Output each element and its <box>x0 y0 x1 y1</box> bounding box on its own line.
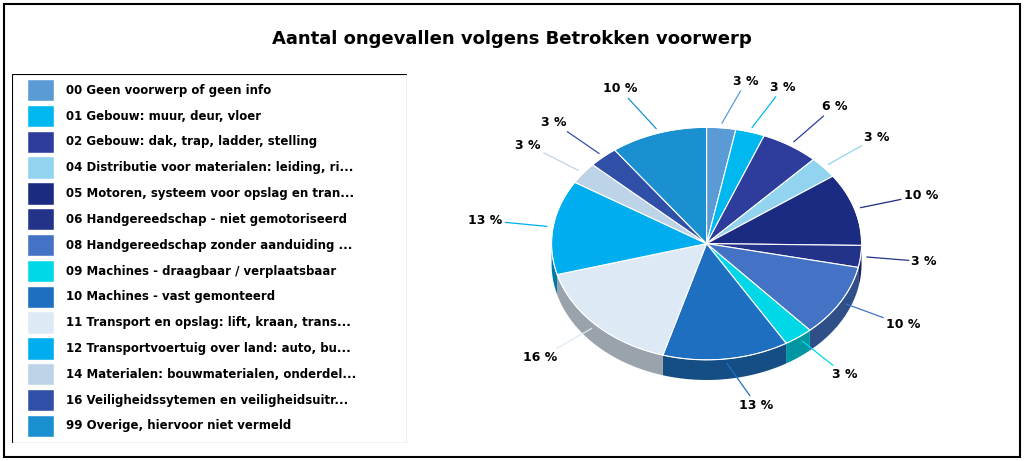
Text: 10 %: 10 % <box>602 83 656 129</box>
Bar <box>28 261 53 282</box>
Text: 99 Overige, hiervoor niet vermeld: 99 Overige, hiervoor niet vermeld <box>66 420 291 432</box>
Bar <box>28 313 53 334</box>
Text: 3 %: 3 % <box>828 130 890 165</box>
Text: 12 Transportvoertuig over land: auto, bu...: 12 Transportvoertuig over land: auto, bu… <box>66 342 350 355</box>
Text: 10 Machines - vast gemonteerd: 10 Machines - vast gemonteerd <box>66 290 274 303</box>
Text: 10 %: 10 % <box>860 189 938 208</box>
Polygon shape <box>707 127 736 243</box>
Text: 3 %: 3 % <box>866 255 937 268</box>
Text: 16 Veiligheidssytemen en veiligheidsuitr...: 16 Veiligheidssytemen en veiligheidsuitr… <box>66 394 348 407</box>
Polygon shape <box>557 275 663 375</box>
Polygon shape <box>858 245 861 288</box>
Bar <box>28 338 53 360</box>
Polygon shape <box>707 243 861 267</box>
Polygon shape <box>786 330 810 363</box>
Polygon shape <box>810 267 858 350</box>
Text: 3 %: 3 % <box>515 139 579 171</box>
Text: 16 %: 16 % <box>523 328 592 364</box>
Text: 08 Handgereedschap zonder aanduiding ...: 08 Handgereedschap zonder aanduiding ... <box>66 239 352 252</box>
Polygon shape <box>707 243 810 343</box>
Text: 13 %: 13 % <box>468 214 547 227</box>
Bar <box>28 183 53 205</box>
Text: 6 %: 6 % <box>794 100 847 142</box>
Bar <box>28 364 53 385</box>
Bar <box>28 209 53 230</box>
Text: 09 Machines - draagbaar / verplaatsbaar: 09 Machines - draagbaar / verplaatsbaar <box>66 265 336 278</box>
Text: 3 %: 3 % <box>722 75 759 123</box>
Bar <box>28 235 53 256</box>
Bar <box>28 390 53 411</box>
Polygon shape <box>707 176 861 245</box>
Text: 04 Distributie voor materialen: leiding, ri...: 04 Distributie voor materialen: leiding,… <box>66 161 353 174</box>
Bar <box>28 287 53 308</box>
Bar <box>28 132 53 153</box>
Text: 13 %: 13 % <box>727 364 774 412</box>
Polygon shape <box>707 136 813 243</box>
Polygon shape <box>663 343 786 380</box>
Text: 06 Handgereedschap - niet gemotoriseerd: 06 Handgereedschap - niet gemotoriseerd <box>66 213 346 226</box>
Polygon shape <box>574 165 707 243</box>
Bar <box>28 106 53 127</box>
FancyBboxPatch shape <box>12 74 407 443</box>
Polygon shape <box>552 182 707 275</box>
Polygon shape <box>552 242 557 295</box>
Polygon shape <box>614 127 707 243</box>
Polygon shape <box>663 243 786 360</box>
Text: 01 Gebouw: muur, deur, vloer: 01 Gebouw: muur, deur, vloer <box>66 110 261 123</box>
Polygon shape <box>707 130 764 243</box>
Text: 00 Geen voorwerp of geen info: 00 Geen voorwerp of geen info <box>66 84 270 97</box>
Text: 14 Materialen: bouwmaterialen, onderdel...: 14 Materialen: bouwmaterialen, onderdel.… <box>66 368 355 381</box>
Text: 10 %: 10 % <box>846 304 921 331</box>
Polygon shape <box>593 150 707 243</box>
Text: 02 Gebouw: dak, trap, ladder, stelling: 02 Gebouw: dak, trap, ladder, stelling <box>66 136 316 148</box>
Text: 3 %: 3 % <box>802 341 857 381</box>
Polygon shape <box>707 160 833 243</box>
Text: Aantal ongevallen volgens Betrokken voorwerp: Aantal ongevallen volgens Betrokken voor… <box>272 30 752 48</box>
Text: 3 %: 3 % <box>752 81 796 128</box>
Text: 3 %: 3 % <box>541 116 599 154</box>
Polygon shape <box>707 243 858 330</box>
Bar <box>28 80 53 101</box>
Text: 11 Transport en opslag: lift, kraan, trans...: 11 Transport en opslag: lift, kraan, tra… <box>66 316 350 329</box>
Bar <box>28 158 53 179</box>
Polygon shape <box>557 243 707 355</box>
Text: 05 Motoren, systeem voor opslag en tran...: 05 Motoren, systeem voor opslag en tran.… <box>66 187 353 200</box>
Bar <box>28 416 53 437</box>
